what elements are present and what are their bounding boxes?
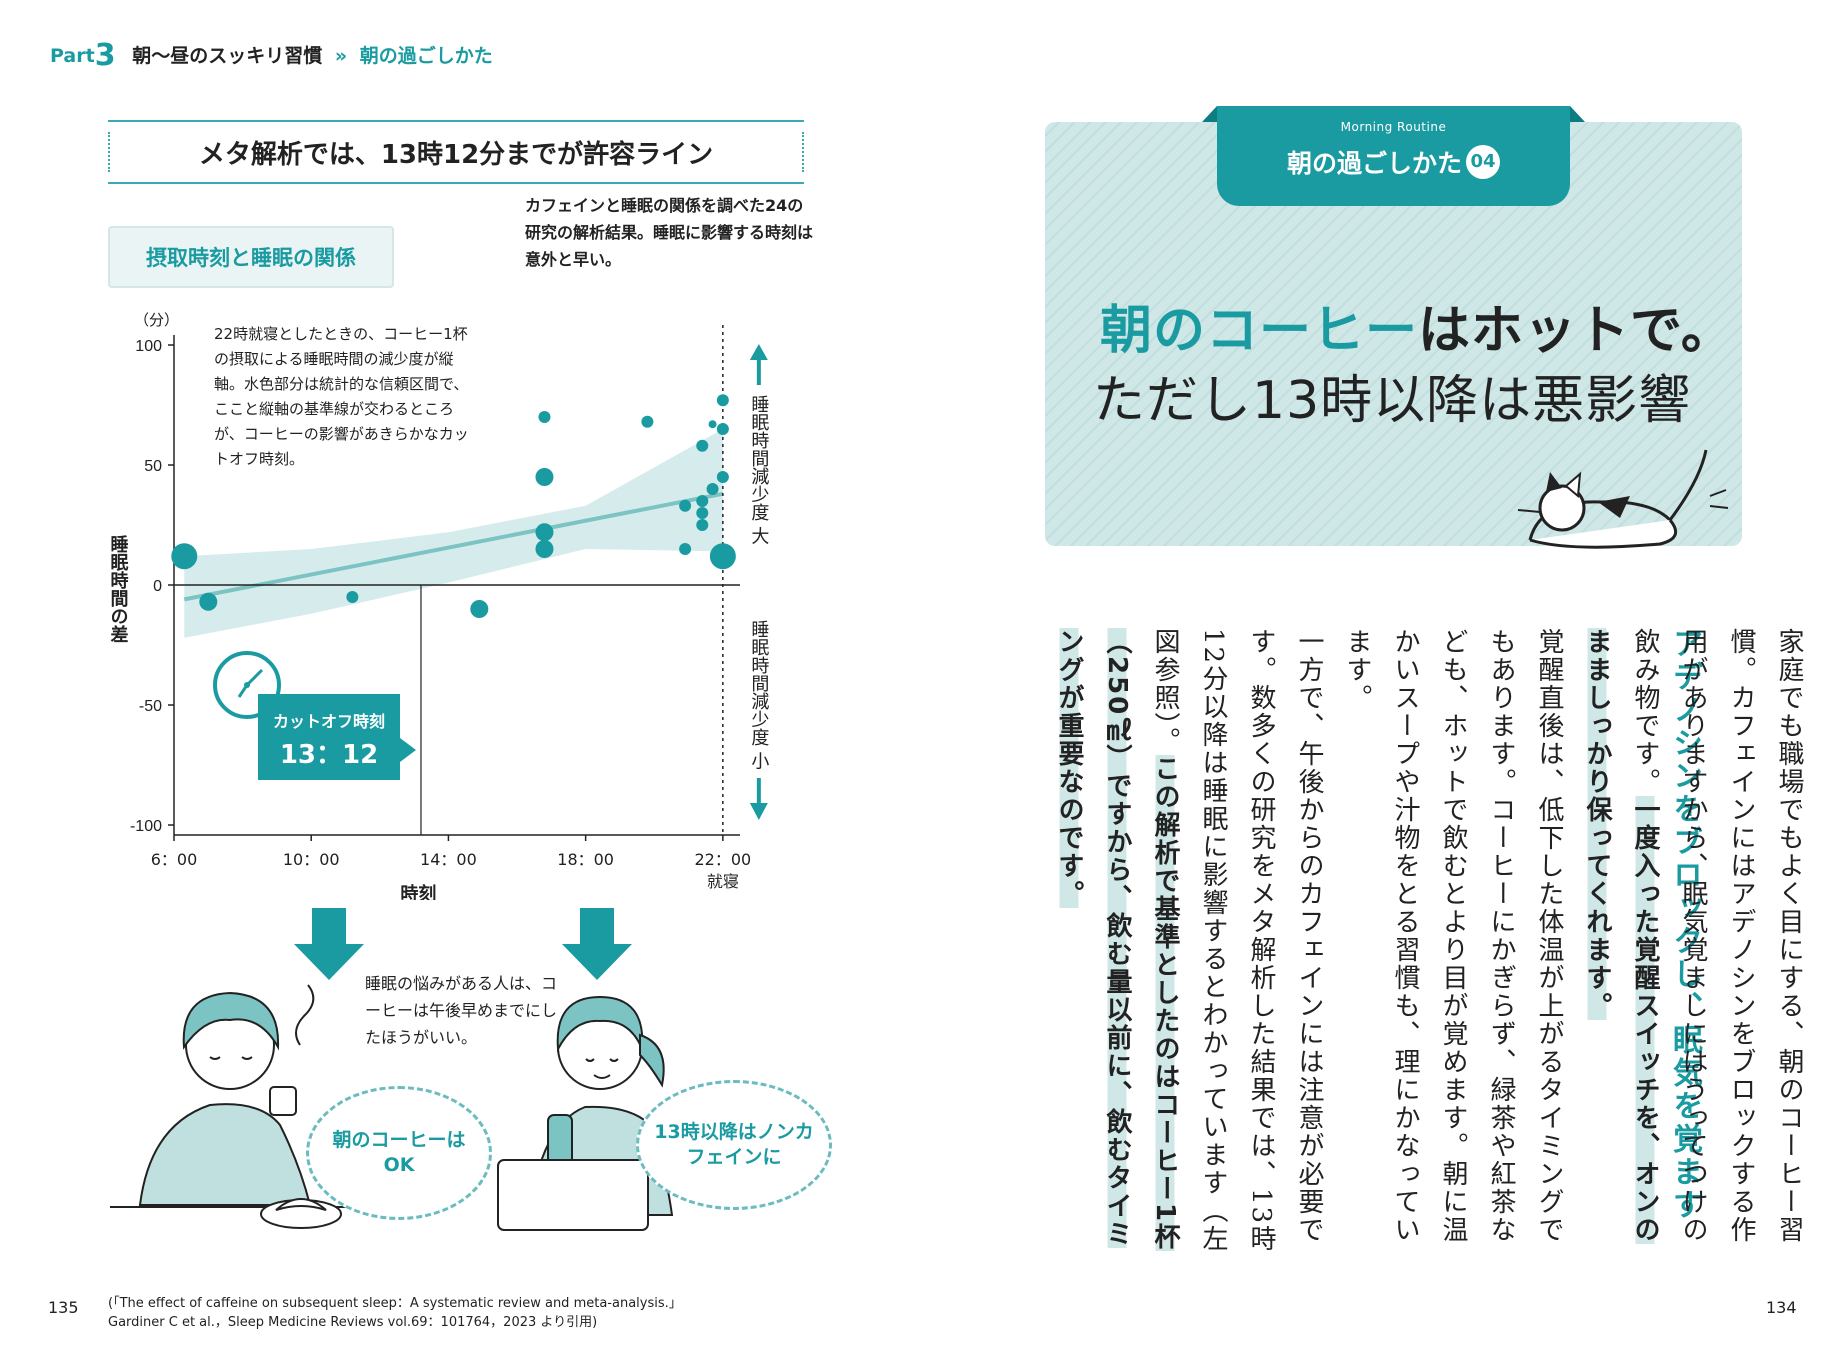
woman-drinking-coffee-illustration [110, 984, 350, 1208]
y-tick-label: 0 [153, 578, 162, 595]
subheading: アデノシンをブロックし、眠気を覚ます [1667, 628, 1702, 1222]
data-point [716, 471, 729, 483]
page-number-right: 134 [1766, 1298, 1797, 1317]
tab-flap-left [1202, 106, 1217, 122]
page-title-line-2: ただし13時以降は悪影響 [1093, 371, 1692, 431]
x-tick-label: 6：00 [151, 850, 198, 869]
caption-text: 睡眠の悩みがある人は、コーヒーは午後早めまでにしたほうがいい。 [365, 974, 558, 1047]
title-highlight: 朝のコーヒー [1100, 301, 1419, 361]
x-tick-label: 10：00 [283, 850, 340, 869]
section-title: 朝〜昼のスッキリ習慣 [132, 45, 323, 67]
x-tick-label: 22：00 [694, 850, 751, 869]
trend-line [183, 491, 724, 602]
tab-label: 朝の過ごしかた 04 [1217, 144, 1570, 180]
data-point [696, 519, 709, 531]
data-point [696, 439, 709, 452]
data-point [535, 468, 554, 486]
body-paragraph-3: 一方で、午後からのカフェインには注意が必要です。数多くの研究をメタ解析した結果で… [1150, 628, 1324, 1254]
body-text: 家庭でも職場でもよく目にする、朝のコーヒー習慣。カフェインにはアデノシンをブロッ… [1045, 628, 1813, 1268]
y-tick-label: -50 [139, 698, 162, 715]
croissant-plate-illustration [260, 1198, 342, 1229]
data-point [346, 591, 359, 603]
data-point [706, 483, 719, 495]
bedtime-label: 就寝 [707, 872, 739, 891]
illustration-caption: 睡眠の悩みがある人は、コーヒーは午後早めまでにしたほうがいい。 [365, 970, 565, 1051]
data-point [535, 540, 554, 558]
y-tick-label: 100 [135, 338, 162, 355]
data-point [199, 592, 218, 611]
data-point [696, 507, 709, 519]
chart-note: 22時就寝としたときの、コーヒー1杯の摂取による睡眠時間の減少度が縦軸。水色部分… [214, 325, 469, 468]
data-point [709, 543, 736, 570]
meta-analysis-heading: メタ解析では、13時12分までが許容ライン [108, 120, 804, 184]
y-axis-label: 睡眠時間の差 [108, 535, 129, 643]
y-unit-label: （分） [134, 311, 179, 329]
y-tick-label: -100 [130, 818, 162, 835]
scatter-chart: 100 50 0 -50 -100 （分） 6：00 10：00 14：00 18：00 22：00… [108, 311, 770, 900]
tab-badge: 04 [1466, 145, 1500, 179]
data-point [679, 543, 692, 555]
tab-title: 朝の過ごしかた [1286, 149, 1462, 178]
legend-top-label: 睡眠時間減少度 大 [748, 395, 769, 545]
breadcrumb-separator: » [334, 45, 348, 67]
data-point [696, 495, 709, 507]
speech-bubble-left: 朝のコーヒーはOK [306, 1086, 492, 1220]
body-paragraph-2: 覚醒直後は、低下した体温が上がるタイミングでもあります。コーヒーにかぎらず、緑茶… [1342, 628, 1564, 1244]
page-title-line-1: 朝のコーヒーはホットで。 [1100, 288, 1734, 363]
data-point [716, 423, 729, 435]
page-number-left: 135 [48, 1298, 79, 1317]
title-rest: はホットで。 [1418, 301, 1734, 361]
down-arrow-icon [562, 908, 632, 980]
data-point [716, 394, 729, 407]
callout-pointer [400, 738, 416, 762]
data-point [641, 415, 654, 428]
down-arrowhead-icon [749, 803, 768, 820]
body-paragraph-1: 家庭でも職場でもよく目にする、朝のコーヒー習慣。カフェインにはアデノシンをブロッ… [1630, 628, 1804, 1244]
legend-bottom-label: 睡眠時間減少度 小 [748, 620, 769, 770]
subsection-title: 朝の過ごしかた [359, 45, 493, 67]
section-tab: Morning Routine 朝の過ごしかた 04 [1217, 106, 1570, 206]
tab-flap-right [1570, 106, 1585, 122]
x-tick-label: 18：00 [557, 850, 614, 869]
bubble-right-text: 13時以降はノンカフェインに [654, 1121, 814, 1168]
cutoff-label: カットオフ時刻 [272, 712, 385, 731]
data-point [470, 600, 489, 618]
citation: (「The effect of caffeine on subsequent s… [108, 1294, 682, 1332]
up-arrowhead-icon [749, 344, 768, 360]
y-tick-label: 50 [144, 458, 162, 475]
cat-illustration [1517, 449, 1729, 549]
x-tick-label: 14：00 [420, 850, 477, 869]
data-point [679, 499, 692, 512]
bubble-left-text: 朝のコーヒーはOK [332, 1129, 466, 1176]
data-point [538, 411, 551, 423]
cutoff-callout: カットオフ時刻 13：12 [258, 694, 400, 780]
running-header: Part3 朝〜昼のスッキリ習慣 » 朝の過ごしかた [50, 38, 493, 73]
x-axis-label: 時刻 [400, 883, 436, 900]
chart-description: カフェインと睡眠の関係を調べた24の研究の解析結果。睡眠に影響する時刻は意外と早… [525, 196, 814, 269]
tab-label-small: Morning Routine [1340, 120, 1447, 134]
part-number: 3 [94, 38, 116, 73]
part-label: Part [50, 45, 95, 67]
cutoff-time: 13：12 [279, 740, 379, 770]
down-arrow-icon [294, 908, 364, 980]
data-point [708, 420, 717, 429]
data-point [171, 543, 198, 570]
speech-bubble-right: 13時以降はノンカフェインに [636, 1080, 832, 1210]
chart-title-box: 摂取時刻と睡眠の関係 [108, 226, 394, 288]
citation-line-1: (「The effect of caffeine on subsequent s… [108, 1296, 682, 1311]
citation-line-2: Gardiner C et al.，Sleep Medicine Reviews… [108, 1315, 598, 1330]
data-point [535, 523, 554, 542]
